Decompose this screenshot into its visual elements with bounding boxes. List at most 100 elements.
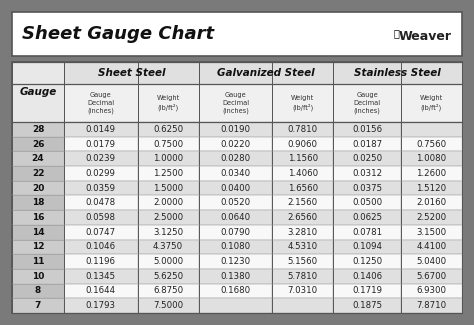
Bar: [64, 269, 137, 284]
Text: 5.0400: 5.0400: [416, 257, 447, 266]
Text: 0.0280: 0.0280: [220, 154, 251, 163]
Text: 16: 16: [32, 213, 44, 222]
Bar: [137, 240, 199, 254]
Bar: [137, 166, 199, 181]
Text: 0.0340: 0.0340: [220, 169, 251, 178]
Bar: [401, 84, 462, 122]
Bar: [199, 166, 272, 181]
Text: 8: 8: [35, 286, 41, 295]
Bar: [199, 195, 272, 210]
Bar: [272, 122, 333, 137]
Text: 4.5310: 4.5310: [288, 242, 318, 251]
Bar: [401, 298, 462, 313]
Bar: [12, 298, 64, 313]
Bar: [333, 225, 401, 240]
Text: 0.0598: 0.0598: [86, 213, 116, 222]
Text: 0.0790: 0.0790: [220, 228, 250, 237]
Bar: [272, 284, 333, 298]
Bar: [199, 240, 272, 254]
Text: Weaver: Weaver: [399, 30, 452, 43]
Text: 2.5000: 2.5000: [153, 213, 183, 222]
Bar: [401, 122, 462, 137]
Text: 0.0187: 0.0187: [352, 139, 382, 149]
Text: 22: 22: [32, 169, 44, 178]
Text: 0.7500: 0.7500: [153, 139, 183, 149]
Text: 1.6560: 1.6560: [288, 184, 318, 193]
Bar: [272, 181, 333, 195]
Text: 0.1875: 0.1875: [352, 301, 382, 310]
Text: 3.1500: 3.1500: [416, 228, 447, 237]
Bar: [12, 137, 64, 151]
Bar: [12, 151, 64, 166]
Text: Sheet Gauge Chart: Sheet Gauge Chart: [22, 25, 214, 43]
Bar: [199, 284, 272, 298]
Bar: [12, 62, 64, 122]
Text: 7.8710: 7.8710: [416, 301, 447, 310]
Bar: [64, 151, 137, 166]
Text: 2.0160: 2.0160: [416, 198, 447, 207]
Bar: [12, 225, 64, 240]
Bar: [401, 151, 462, 166]
Bar: [12, 240, 64, 254]
Text: Stainless Steel: Stainless Steel: [355, 68, 441, 78]
Bar: [401, 240, 462, 254]
Bar: [272, 240, 333, 254]
Text: 1.0000: 1.0000: [153, 154, 183, 163]
Text: 0.7810: 0.7810: [288, 125, 318, 134]
Bar: [272, 298, 333, 313]
Text: 0.1196: 0.1196: [86, 257, 116, 266]
Bar: [64, 122, 137, 137]
Bar: [12, 12, 462, 56]
Bar: [137, 284, 199, 298]
Bar: [137, 298, 199, 313]
Text: 0.0190: 0.0190: [220, 125, 250, 134]
Text: 0.1230: 0.1230: [220, 257, 251, 266]
Bar: [64, 181, 137, 195]
Text: Gauge
Decimal
(inches): Gauge Decimal (inches): [222, 92, 249, 114]
Text: 🚛: 🚛: [394, 28, 400, 38]
Text: 1.4060: 1.4060: [288, 169, 318, 178]
Text: 0.0312: 0.0312: [352, 169, 382, 178]
Text: 3.2810: 3.2810: [288, 228, 318, 237]
Text: 6.9300: 6.9300: [416, 286, 447, 295]
Bar: [272, 151, 333, 166]
Bar: [333, 62, 462, 84]
Text: Weight
(lb/ft²): Weight (lb/ft²): [156, 95, 180, 110]
Bar: [272, 166, 333, 181]
Text: 1.1560: 1.1560: [288, 154, 318, 163]
Text: 5.6250: 5.6250: [153, 272, 183, 281]
Bar: [199, 269, 272, 284]
Text: 12: 12: [32, 242, 44, 251]
Bar: [64, 84, 137, 122]
Text: Galvanized Steel: Galvanized Steel: [217, 68, 315, 78]
Text: 0.0149: 0.0149: [86, 125, 116, 134]
Bar: [401, 195, 462, 210]
Bar: [12, 210, 64, 225]
Bar: [199, 122, 272, 137]
Bar: [64, 210, 137, 225]
Bar: [137, 225, 199, 240]
Bar: [12, 166, 64, 181]
Bar: [137, 151, 199, 166]
Bar: [401, 254, 462, 269]
Text: 11: 11: [32, 257, 44, 266]
Text: 4.3750: 4.3750: [153, 242, 183, 251]
Bar: [199, 137, 272, 151]
Text: Weight
(lb/ft²): Weight (lb/ft²): [291, 95, 314, 110]
Text: 1.5120: 1.5120: [416, 184, 447, 193]
Bar: [12, 122, 64, 137]
Bar: [333, 166, 401, 181]
Bar: [199, 254, 272, 269]
Bar: [137, 137, 199, 151]
Text: 0.6250: 0.6250: [153, 125, 183, 134]
Text: 0.1250: 0.1250: [352, 257, 382, 266]
Bar: [401, 166, 462, 181]
Text: 0.0156: 0.0156: [352, 125, 382, 134]
Text: Weight
(lb/ft²): Weight (lb/ft²): [420, 95, 443, 110]
Bar: [12, 284, 64, 298]
Text: 0.1793: 0.1793: [86, 301, 116, 310]
Text: 26: 26: [32, 139, 44, 149]
Bar: [401, 210, 462, 225]
Bar: [401, 181, 462, 195]
Bar: [137, 122, 199, 137]
